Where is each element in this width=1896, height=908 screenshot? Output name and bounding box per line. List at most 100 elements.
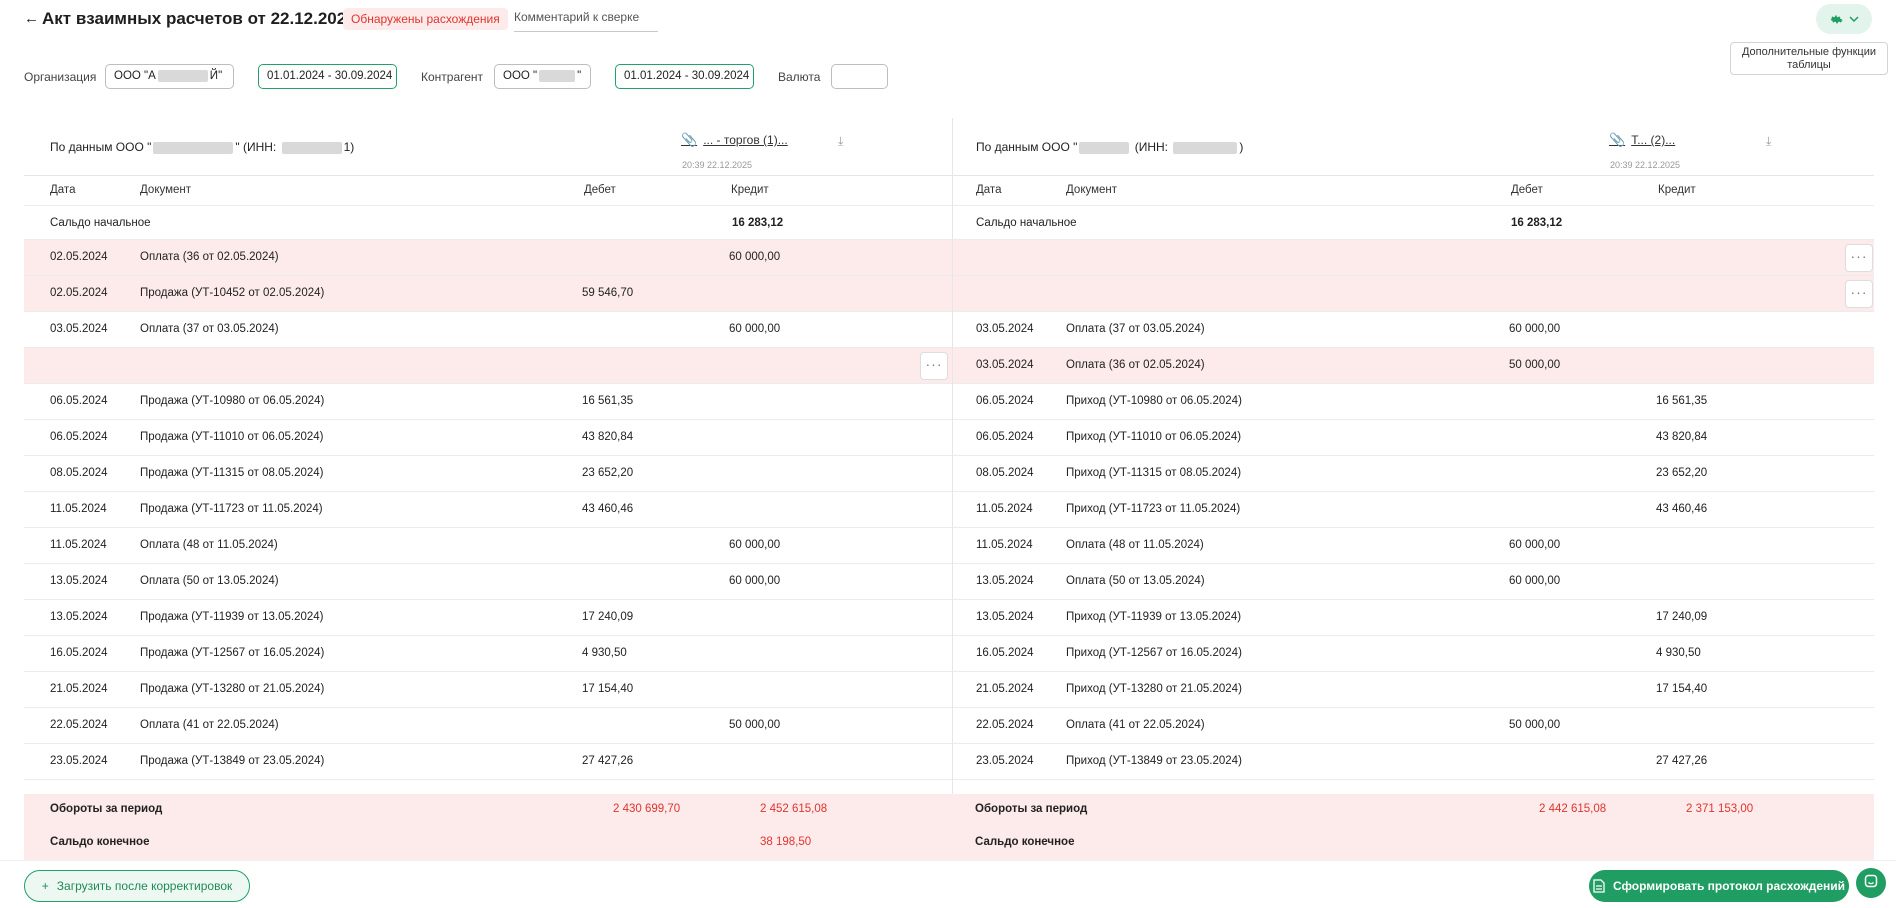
settings-button[interactable] xyxy=(1816,4,1872,34)
table-row[interactable]: 22.05.2024 Оплата (41 от 22.05.2024) 50 00… xyxy=(953,708,1874,744)
table-row[interactable]: 08.05.2024 Приход (УТ-11315 от 08.05.2024… xyxy=(953,456,1874,492)
col-date: Дата xyxy=(50,184,76,196)
table-row[interactable]: 21.05.2024 Приход (УТ-13280 от 21.05.2024… xyxy=(953,672,1874,708)
table-row[interactable]: ··· xyxy=(953,240,1874,276)
table-row[interactable]: 11.05.2024 Оплата (48 от 11.05.2024) 60 00… xyxy=(24,528,952,564)
table-row[interactable]: 13.05.2024 Приход (УТ-11939 от 13.05.2024… xyxy=(953,600,1874,636)
saldo-start-row: Сальдо начальное 16 283,12 xyxy=(24,206,952,240)
contractor-value: ООО " xyxy=(503,70,538,82)
row-menu-icon[interactable]: ··· xyxy=(920,352,948,380)
table-row[interactable]: 13.05.2024 Продажа (УТ-11939 от 13.05.202… xyxy=(24,600,952,636)
cell-credit: 17 154,40 xyxy=(1656,683,1708,695)
cell-debit: 59 546,70 xyxy=(582,287,634,299)
row-menu-icon[interactable]: ··· xyxy=(1845,244,1873,272)
cell-debit: 50 000,00 xyxy=(1509,719,1561,731)
table-row[interactable]: 08.05.2024 Продажа (УТ-11315 от 08.05.202… xyxy=(24,456,952,492)
table-row[interactable]: 11.05.2024 Оплата (48 от 11.05.2024) 60 00… xyxy=(953,528,1874,564)
turnover-label-right: Обороты за период xyxy=(975,803,1088,815)
table-row[interactable]: 03.05.2024 Оплата (37 от 03.05.2024) 60 00… xyxy=(24,312,952,348)
cell-date: 08.05.2024 xyxy=(976,467,1034,479)
table-row[interactable]: 16.05.2024 Приход (УТ-12567 от 16.05.2024… xyxy=(953,636,1874,672)
contractor-value-tail: " xyxy=(577,70,582,82)
table-row[interactable]: 13.05.2024 Оплата (50 от 13.05.2024) 60 00… xyxy=(953,564,1874,600)
org-period-input[interactable]: 01.01.2024 - 30.09.2024 xyxy=(258,64,397,89)
download-icon[interactable]: ⤓ xyxy=(838,134,844,148)
saldo-start-credit: 16 283,12 xyxy=(732,217,784,229)
row-menu-icon[interactable]: ··· xyxy=(1845,280,1873,308)
table-row[interactable]: 06.05.2024 Приход (УТ-11010 от 06.05.2024… xyxy=(953,420,1874,456)
cell-debit: 43 820,84 xyxy=(582,431,634,443)
table-row[interactable]: 03.05.2024 Оплата (37 от 03.05.2024) 60 00… xyxy=(953,312,1874,348)
left-panel: По данным ООО " " (ИНН: 1) 📎... - торгов … xyxy=(24,118,952,860)
table-row[interactable]: 21.05.2024 Продажа (УТ-13280 от 21.05.202… xyxy=(24,672,952,708)
cell-doc: Продажа (УТ-11939 от 13.05.2024) xyxy=(140,611,324,623)
extra-functions-button[interactable]: Дополнительные функции таблицы xyxy=(1730,42,1888,75)
table-row[interactable]: ··· xyxy=(24,348,952,384)
org-select[interactable]: ООО "А Й" xyxy=(105,64,234,89)
table-row[interactable]: 11.05.2024 Приход (УТ-11723 от 11.05.2024… xyxy=(953,492,1874,528)
left-file-link[interactable]: 📎... - торгов (1)... xyxy=(681,132,788,147)
currency-select[interactable] xyxy=(831,64,888,89)
cell-date: 13.05.2024 xyxy=(976,575,1034,587)
saldo-start-debit: 16 283,12 xyxy=(1511,217,1563,229)
right-panel: По данным ООО " (ИНН: ) 📎 Т... (2)... 20:… xyxy=(952,118,1874,860)
cell-debit: 27 427,26 xyxy=(582,755,634,767)
comment-input[interactable]: Комментарий к сверке xyxy=(514,6,658,32)
table-row[interactable]: 06.05.2024 Продажа (УТ-11010 от 06.05.202… xyxy=(24,420,952,456)
cell-credit: 60 000,00 xyxy=(729,323,781,335)
right-panel-header: По данным ООО " (ИНН: ) 📎 Т... (2)... 20:… xyxy=(953,118,1874,176)
cell-debit: 17 154,40 xyxy=(582,683,634,695)
col-credit: Кредит xyxy=(1658,184,1696,196)
cell-doc: Приход (УТ-12567 от 16.05.2024) xyxy=(1066,647,1242,659)
back-arrow-icon[interactable]: ← xyxy=(24,10,39,27)
cell-date: 13.05.2024 xyxy=(50,575,108,587)
document-icon xyxy=(1593,879,1605,893)
table-row[interactable]: 06.05.2024 Продажа (УТ-10980 от 06.05.202… xyxy=(24,384,952,420)
cell-date: 06.05.2024 xyxy=(976,431,1034,443)
cell-credit: 50 000,00 xyxy=(729,719,781,731)
table-row[interactable]: 02.05.2024 Оплата (36 от 02.05.2024) 60 00… xyxy=(24,240,952,276)
table-row[interactable]: 11.05.2024 Продажа (УТ-11723 от 11.05.202… xyxy=(24,492,952,528)
cell-date: 03.05.2024 xyxy=(50,323,108,335)
chat-support-icon[interactable] xyxy=(1856,868,1886,898)
page-title: Акт взаимных расчетов от 22.12.2025 xyxy=(42,9,356,28)
table-row[interactable]: 06.05.2024 Приход (УТ-10980 от 06.05.2024… xyxy=(953,384,1874,420)
cell-credit: 60 000,00 xyxy=(729,575,781,587)
cell-date: 02.05.2024 xyxy=(50,287,108,299)
table-row[interactable]: 23.05.2024 Продажа (УТ-13849 от 23.05.202… xyxy=(24,744,952,780)
table-row[interactable]: 13.05.2024 Оплата (50 от 13.05.2024) 60 00… xyxy=(24,564,952,600)
turnover-left-debit: 2 430 699,70 xyxy=(613,803,681,815)
form-protocol-button[interactable]: Сформировать протокол расхождений xyxy=(1589,870,1849,902)
cell-doc: Приход (УТ-13849 от 23.05.2024) xyxy=(1066,755,1242,767)
cell-debit: 23 652,20 xyxy=(582,467,634,479)
cell-doc: Продажа (УТ-11315 от 08.05.2024) xyxy=(140,467,324,479)
cell-debit: 60 000,00 xyxy=(1509,539,1561,551)
contractor-select[interactable]: ООО " " xyxy=(494,64,591,89)
table-row[interactable]: ··· xyxy=(953,276,1874,312)
saldo-start-label: Сальдо начальное xyxy=(50,217,151,229)
cell-doc: Оплата (37 от 03.05.2024) xyxy=(1066,323,1205,335)
download-icon[interactable]: ⤓ xyxy=(1766,134,1772,148)
cell-date: 11.05.2024 xyxy=(50,539,107,551)
table-row[interactable]: 03.05.2024 Оплата (36 от 02.05.2024) 50 00… xyxy=(953,348,1874,384)
contractor-period-input[interactable]: 01.01.2024 - 30.09.2024 xyxy=(615,64,754,89)
cell-date: 03.05.2024 xyxy=(976,323,1034,335)
cell-credit: 43 460,46 xyxy=(1656,503,1708,515)
contractor-label: Контрагент xyxy=(421,70,484,84)
col-doc: Документ xyxy=(1066,184,1118,196)
cell-date: 08.05.2024 xyxy=(50,467,108,479)
right-file-link[interactable]: 📎 Т... (2)... xyxy=(1609,132,1676,147)
col-date: Дата xyxy=(976,184,1002,196)
table-row[interactable]: 22.05.2024 Оплата (41 от 22.05.2024) 50 00… xyxy=(24,708,952,744)
table-row[interactable]: 16.05.2024 Продажа (УТ-12567 от 16.05.202… xyxy=(24,636,952,672)
turnover-left-credit: 2 452 615,08 xyxy=(760,803,828,815)
table-row[interactable]: 23.05.2024 Приход (УТ-13849 от 23.05.2024… xyxy=(953,744,1874,780)
load-after-corrections-button[interactable]: + Загрузить после корректировок xyxy=(24,870,250,902)
column-header-row: Дата Документ Дебет Кредит xyxy=(24,176,952,206)
cell-doc: Продажа (УТ-11723 от 11.05.2024) xyxy=(140,503,323,515)
col-credit: Кредит xyxy=(731,184,769,196)
redacted-block xyxy=(539,69,576,82)
table-row[interactable]: 02.05.2024 Продажа (УТ-10452 от 02.05.202… xyxy=(24,276,952,312)
cell-date: 06.05.2024 xyxy=(50,395,108,407)
cell-date: 06.05.2024 xyxy=(50,431,108,443)
